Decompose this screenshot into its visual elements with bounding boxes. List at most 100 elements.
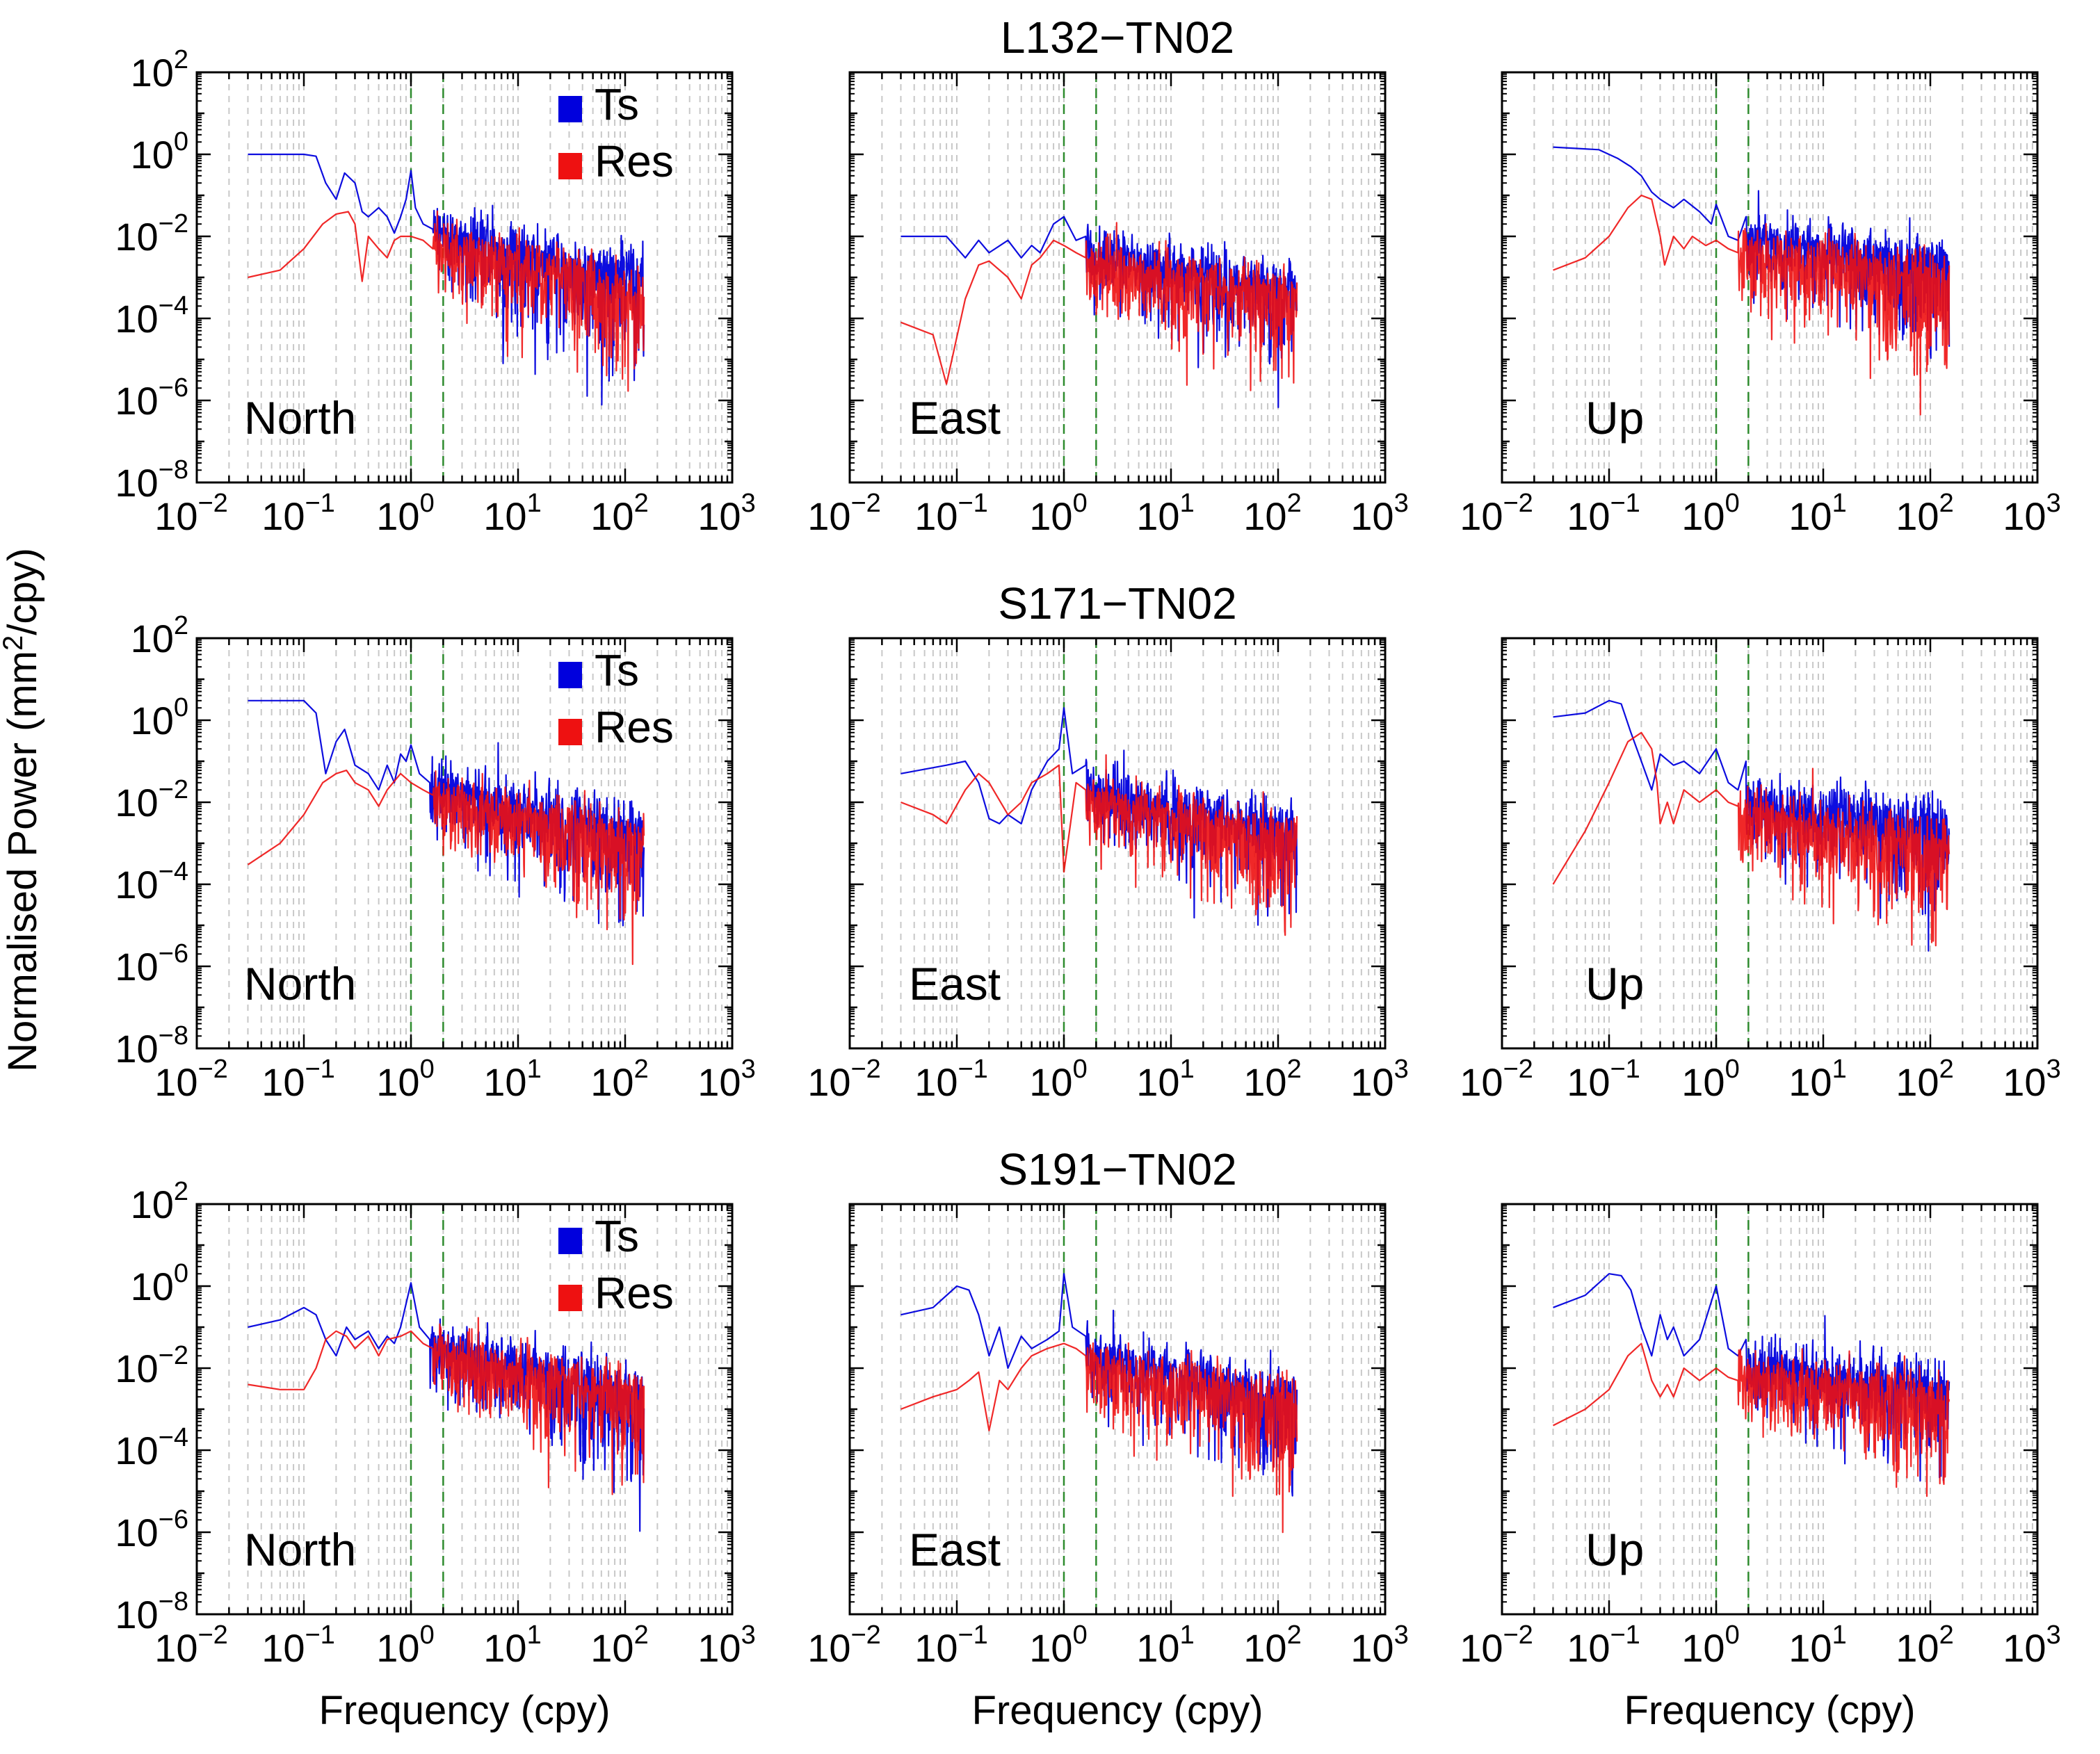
y-tick-label: 10−6 xyxy=(115,1505,188,1554)
y-tick-label: 100 xyxy=(131,127,188,177)
series-line-res xyxy=(1553,1342,1950,1497)
component-label: East xyxy=(909,1524,1001,1575)
legend-swatch-ts xyxy=(558,662,582,688)
legend-label: Ts xyxy=(595,1211,639,1261)
x-tick-label: 102 xyxy=(1243,1621,1301,1670)
x-tick-label: 10−2 xyxy=(1460,1055,1533,1104)
x-tick-label: 101 xyxy=(1136,1621,1194,1670)
y-ticks xyxy=(197,1203,732,1616)
x-tick-label: 102 xyxy=(1896,489,1953,538)
x-tick-label: 10−2 xyxy=(1460,489,1533,538)
x-tick-label: 103 xyxy=(2003,489,2060,538)
x-tick-label: 10−1 xyxy=(914,489,988,538)
y-tick-label: 10−4 xyxy=(115,291,188,341)
panel-east: 10−2 10−1 100 101 102 103 East Frequency (cpy) xyxy=(807,1203,1409,1733)
legend-label: Ts xyxy=(595,79,639,129)
x-tick-label: 100 xyxy=(1029,489,1087,538)
y-tick-label: 10−6 xyxy=(115,373,188,423)
component-label: Up xyxy=(1585,958,1644,1009)
legend-label: Res xyxy=(595,1268,674,1318)
x-tick-label: 100 xyxy=(376,489,434,538)
panel-up: 10−2 10−1 100 101 102 103 Up xyxy=(1460,637,2061,1104)
x-tick-label: 10−1 xyxy=(914,1055,988,1104)
series-line-res xyxy=(247,770,645,966)
x-tick-label: 100 xyxy=(1029,1055,1087,1104)
x-tick-label: 10−2 xyxy=(807,489,881,538)
legend: Ts Res xyxy=(558,645,674,752)
component-label: North xyxy=(244,958,356,1009)
x-tick-label: 103 xyxy=(2003,1055,2060,1104)
x-tick-label: 103 xyxy=(2003,1621,2060,1670)
legend-label: Res xyxy=(595,136,674,186)
y-ticks xyxy=(197,637,732,1050)
row-title: S191−TN02 xyxy=(998,1144,1236,1194)
x-tick-label: 101 xyxy=(483,489,541,538)
component-label: Up xyxy=(1585,1524,1644,1575)
x-tick-label: 103 xyxy=(1350,1621,1408,1670)
y-tick-label: 10−8 xyxy=(115,1021,188,1071)
x-ticks xyxy=(1501,1204,2039,1614)
row-title: S171−TN02 xyxy=(998,578,1236,628)
series-line-res xyxy=(1552,731,1950,947)
x-tick-label: 100 xyxy=(1029,1621,1087,1670)
series-line-res xyxy=(1553,194,1950,416)
series-line-res xyxy=(900,1342,1298,1534)
y-tick-label: 10−8 xyxy=(115,455,188,505)
x-tick-label: 102 xyxy=(1243,489,1301,538)
y-tick-label: 102 xyxy=(131,1177,188,1226)
x-tick-label: 100 xyxy=(1681,1621,1739,1670)
x-ticks xyxy=(195,638,734,1048)
series-line-res xyxy=(900,222,1298,391)
panel-up: 10−2 10−1 100 101 102 103 Up Frequency (cpy) xyxy=(1460,1203,2061,1733)
panel-east: 10−2 10−1 100 101 102 103 East xyxy=(807,71,1409,538)
x-tick-label: 102 xyxy=(1896,1055,1953,1104)
series-group xyxy=(248,153,645,406)
x-tick-label: 101 xyxy=(483,1055,541,1104)
legend-swatch-ts xyxy=(558,96,582,122)
component-label: Up xyxy=(1585,392,1644,444)
x-tick-label: 101 xyxy=(1788,1055,1846,1104)
panel-grid: L132−TN02 10−2 10−1 100 101 102 103 10−8 10−6 10−… xyxy=(115,13,2060,1733)
x-axis-label: Frequency (cpy) xyxy=(318,1688,610,1733)
y-ticks xyxy=(1502,1203,2037,1616)
x-tick-label: 102 xyxy=(590,1621,648,1670)
x-tick-label: 102 xyxy=(1243,1055,1301,1104)
x-tick-label: 10−2 xyxy=(154,1055,228,1104)
legend: Ts Res xyxy=(558,1211,674,1318)
component-label: East xyxy=(909,958,1001,1009)
x-tick-label: 101 xyxy=(1136,489,1194,538)
series-group xyxy=(247,699,645,966)
x-tick-label: 102 xyxy=(590,489,648,538)
series-group xyxy=(900,216,1298,408)
x-tick-label: 103 xyxy=(697,1055,755,1104)
x-tick-label: 100 xyxy=(1681,1055,1739,1104)
y-ticks xyxy=(1502,71,2037,484)
x-tick-label: 10−1 xyxy=(261,489,335,538)
x-tick-label: 101 xyxy=(1788,489,1846,538)
x-axis-label: Frequency (cpy) xyxy=(1624,1688,1915,1733)
x-tick-label: 10−2 xyxy=(807,1621,881,1670)
x-tick-label: 10−2 xyxy=(1460,1621,1533,1670)
legend-swatch-ts xyxy=(558,1228,582,1254)
x-ticks xyxy=(848,1204,1387,1614)
legend-swatch-res xyxy=(558,153,582,179)
x-tick-label: 102 xyxy=(590,1055,648,1104)
x-tick-label: 100 xyxy=(376,1621,434,1670)
legend-label: Ts xyxy=(595,645,639,695)
x-ticks xyxy=(1501,638,2039,1048)
x-tick-label: 103 xyxy=(1350,489,1408,538)
x-tick-label: 10−1 xyxy=(914,1621,988,1670)
legend-label: Res xyxy=(595,702,674,752)
x-tick-label: 10−2 xyxy=(154,489,228,538)
x-tick-label: 10−1 xyxy=(1567,489,1640,538)
y-tick-label: 100 xyxy=(131,693,188,742)
x-ticks xyxy=(1501,72,2039,482)
panel-up: 10−2 10−1 100 101 102 103 Up xyxy=(1460,71,2061,538)
row-title: L132−TN02 xyxy=(1001,13,1234,63)
y-tick-label: 10−8 xyxy=(115,1587,188,1637)
legend-swatch-res xyxy=(558,1285,582,1311)
y-tick-label: 102 xyxy=(131,45,188,95)
y-tick-label: 100 xyxy=(131,1259,188,1308)
